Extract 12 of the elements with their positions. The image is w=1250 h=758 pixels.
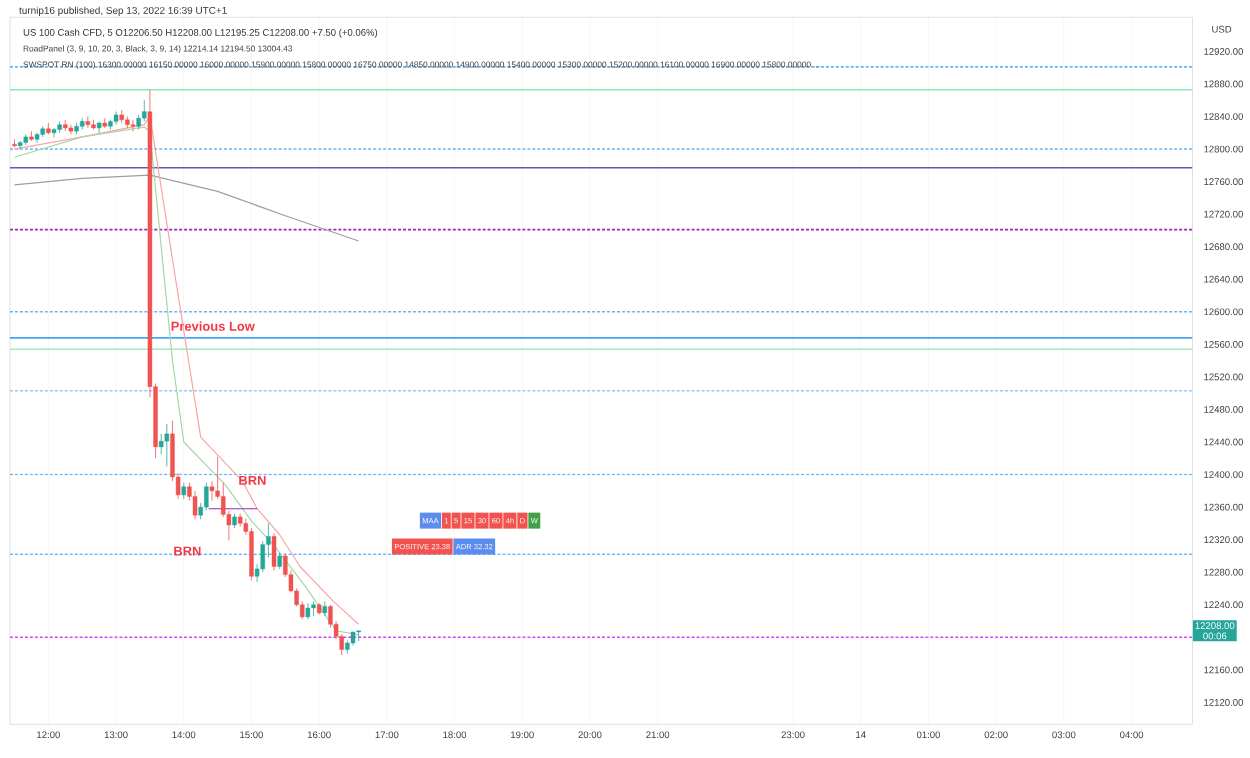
candlestick [204,482,209,511]
candlestick [271,532,277,571]
candlestick [142,99,147,122]
candlestick [164,423,170,467]
candlestick [356,630,361,642]
line-series [13,174,360,242]
candlestick [96,120,102,134]
candlestick [34,132,40,143]
candlestick [192,490,198,520]
candlestick [130,119,136,132]
candlestick [113,111,119,125]
candlestick [12,138,17,148]
